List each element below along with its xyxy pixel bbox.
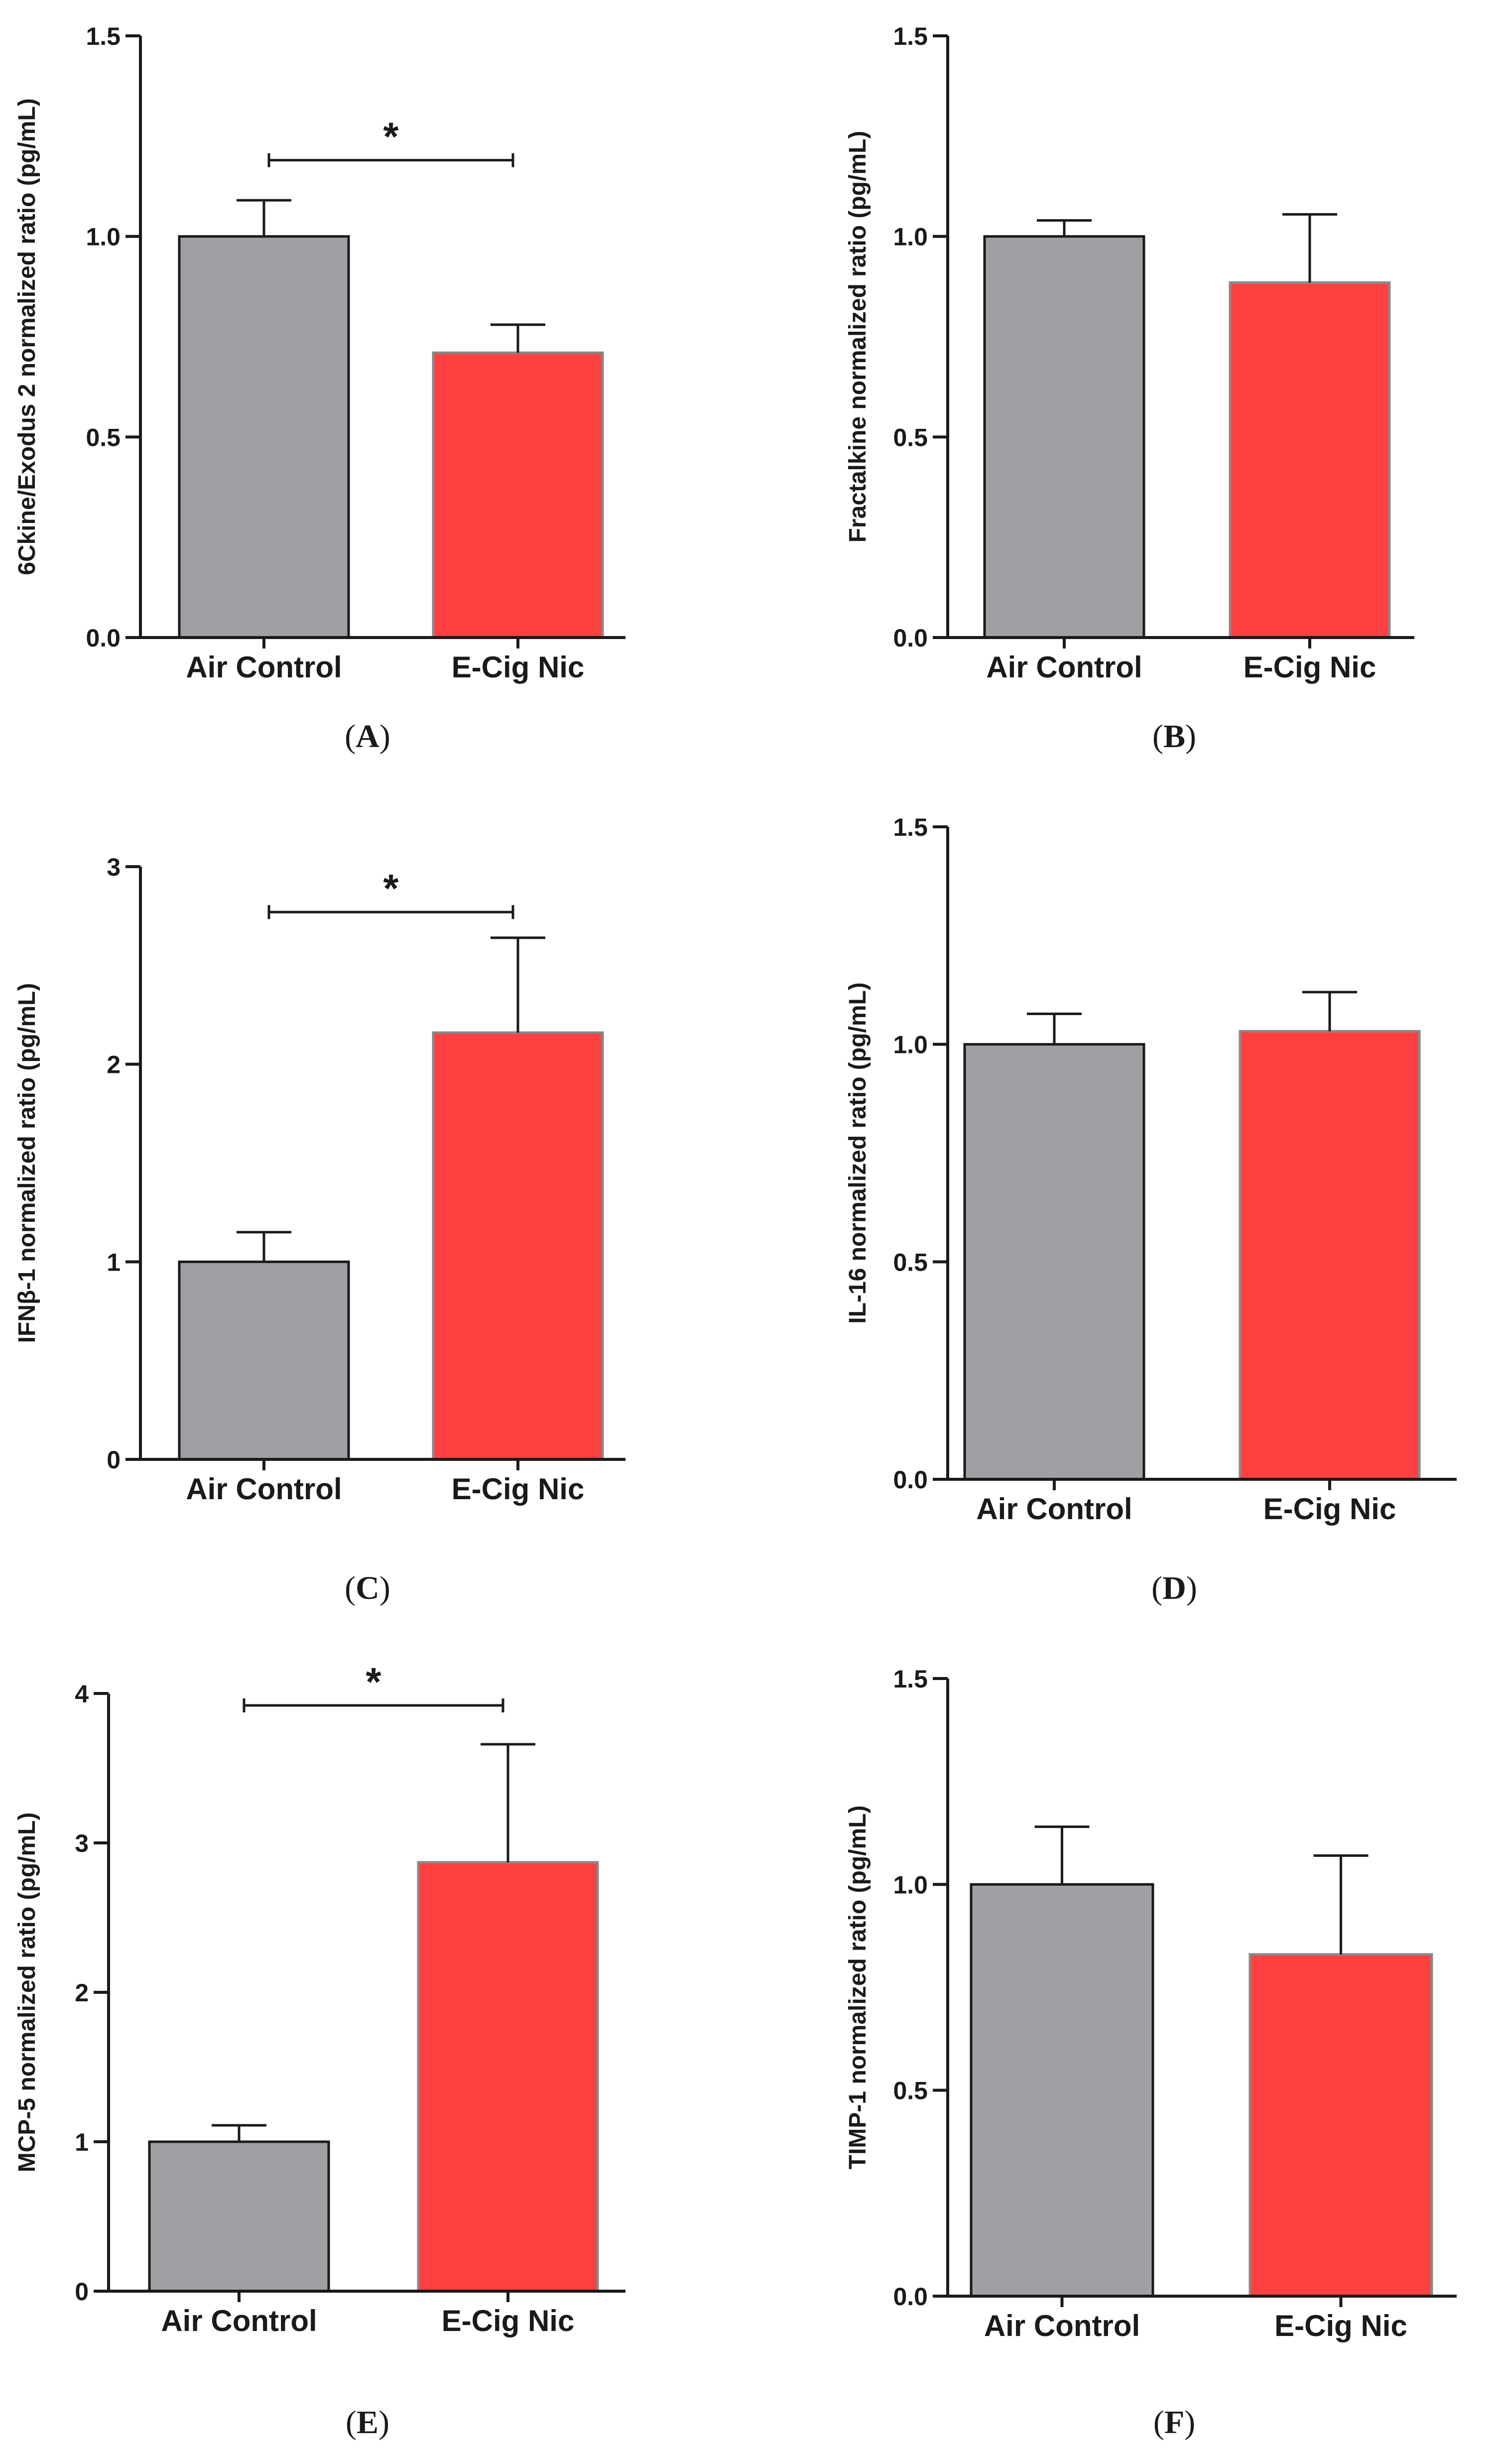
x-tick-label: E-Cig Nic xyxy=(452,650,585,684)
caption-letter: A xyxy=(356,718,379,755)
panel-caption: (D) xyxy=(1151,1570,1197,1606)
bar-e-cig-nic xyxy=(432,351,604,639)
panel-caption: (B) xyxy=(1152,718,1196,755)
y-tick-label: 0.5 xyxy=(86,423,121,451)
caption-paren-open: ( xyxy=(345,718,356,755)
x-tick-label: Air Control xyxy=(976,1492,1132,1526)
x-tick-label: E-Cig Nic xyxy=(1244,650,1376,684)
y-tick-label: 0.0 xyxy=(893,2283,928,2311)
y-tick-label: 0.5 xyxy=(893,2077,928,2105)
caption-paren-close: ) xyxy=(1184,2404,1195,2441)
caption-letter: D xyxy=(1162,1570,1186,1606)
y-tick-label: 0.5 xyxy=(893,423,928,451)
bar-e-cig-nic xyxy=(417,1861,599,2293)
y-tick-label: 1.5 xyxy=(893,22,928,50)
x-tick-label: Air Control xyxy=(186,1472,342,1506)
y-tick-label: 1 xyxy=(75,2128,89,2156)
caption-paren-close: ) xyxy=(1186,1570,1197,1606)
caption-paren-close: ) xyxy=(379,718,390,755)
y-tick-label: 1.0 xyxy=(86,223,121,251)
y-tick-label: 4 xyxy=(75,1680,89,1708)
caption-letter: B xyxy=(1163,718,1185,755)
panel-caption: (E) xyxy=(346,2404,389,2441)
bar-e-cig-nic xyxy=(1229,281,1391,639)
bar-air-control xyxy=(178,1260,350,1461)
x-tick-label: E-Cig Nic xyxy=(442,2304,575,2337)
y-tick-label: 0.5 xyxy=(893,1248,928,1276)
chart-panel-b: Air Control E-Cig Nic 0.0 0.5 1.0 1.5 Fractalk… xyxy=(845,22,1414,755)
y-tick-label: 0 xyxy=(75,2278,89,2306)
y-tick-label: 1.0 xyxy=(893,1031,928,1059)
bar-air-control xyxy=(148,2140,330,2293)
panel-caption: (F) xyxy=(1153,2404,1195,2441)
significance-star: * xyxy=(383,866,399,910)
caption-letter: C xyxy=(356,1570,379,1606)
chart-panel-c: Air Control E-Cig Nic 0 1 2 3 IFNβ-1 normalize… xyxy=(14,853,625,1606)
panel-caption: (A) xyxy=(345,718,390,755)
x-tick-label: E-Cig Nic xyxy=(452,1472,585,1506)
y-axis-title: MCP-5 normalized ratio (pg/mL) xyxy=(14,1813,40,2173)
x-tick-label: E-Cig Nic xyxy=(1274,2309,1407,2342)
y-tick-label: 1.5 xyxy=(893,1665,928,1693)
y-tick-label: 1 xyxy=(107,1248,121,1276)
bar-air-control xyxy=(963,1043,1145,1481)
chart-panel-f: Air Control E-Cig Nic 0.0 0.5 1.0 1.5 TIMP-1 n… xyxy=(845,1665,1457,2441)
caption-paren-close: ) xyxy=(1185,718,1196,755)
x-tick-label: Air Control xyxy=(186,650,342,684)
chart-panel-d: Air Control E-Cig Nic 0.0 0.5 1.0 1.5 IL-16 no… xyxy=(845,813,1457,1606)
caption-paren-open: ( xyxy=(346,2404,357,2441)
y-tick-label: 3 xyxy=(107,853,121,881)
y-tick-label: 0 xyxy=(107,1446,121,1474)
caption-paren-open: ( xyxy=(1151,1570,1162,1606)
y-tick-label: 1.5 xyxy=(893,813,928,841)
y-tick-label: 2 xyxy=(107,1051,121,1079)
significance-star: * xyxy=(366,1660,381,1704)
significance-star: * xyxy=(383,115,399,159)
y-tick-label: 1.0 xyxy=(893,223,928,251)
y-axis-title: IFNβ-1 normalized ratio (pg/mL) xyxy=(14,983,40,1343)
y-tick-label: 3 xyxy=(75,1829,89,1857)
x-tick-label: E-Cig Nic xyxy=(1263,1492,1396,1526)
caption-letter: E xyxy=(357,2404,378,2441)
caption-paren-close: ) xyxy=(378,2404,389,2441)
y-tick-label: 2 xyxy=(75,1979,89,2007)
caption-paren-open: ( xyxy=(345,1570,356,1606)
bar-e-cig-nic xyxy=(1248,1953,1433,2298)
panel-caption: (C) xyxy=(345,1570,390,1606)
bar-e-cig-nic xyxy=(432,1031,604,1461)
y-axis-title: Fractalkine normalized ratio (pg/mL) xyxy=(845,131,871,543)
chart-panel-a: Air Control E-Cig Nic 0.0 0.5 1.0 1.5 6Ckine/E… xyxy=(14,22,625,755)
y-tick-label: 1.0 xyxy=(893,1871,928,1899)
x-tick-label: Air Control xyxy=(984,2309,1140,2342)
caption-letter: F xyxy=(1164,2404,1184,2441)
y-tick-label: 0.0 xyxy=(893,1466,928,1494)
bar-air-control xyxy=(178,235,350,639)
y-tick-label: 0.0 xyxy=(86,624,121,652)
caption-paren-open: ( xyxy=(1152,718,1163,755)
bar-air-control xyxy=(970,1883,1154,2298)
bar-air-control xyxy=(983,235,1145,639)
x-tick-label: Air Control xyxy=(161,2304,317,2337)
caption-paren-open: ( xyxy=(1153,2404,1164,2441)
y-tick-label: 1.5 xyxy=(86,22,121,50)
bar-e-cig-nic xyxy=(1239,1030,1421,1481)
y-axis-title: IL-16 normalized ratio (pg/mL) xyxy=(845,982,871,1323)
chart-panel-e: Air Control E-Cig Nic 0 1 2 3 4 MCP-5 normalize… xyxy=(14,1660,625,2441)
y-axis-title: 6Ckine/Exodus 2 normalized ratio (pg/mL) xyxy=(14,98,40,575)
x-tick-label: Air Control xyxy=(986,650,1142,684)
y-tick-label: 0.0 xyxy=(893,624,928,652)
caption-paren-close: ) xyxy=(379,1570,390,1606)
y-axis-title: TIMP-1 normalized ratio (pg/mL) xyxy=(845,1806,871,2170)
